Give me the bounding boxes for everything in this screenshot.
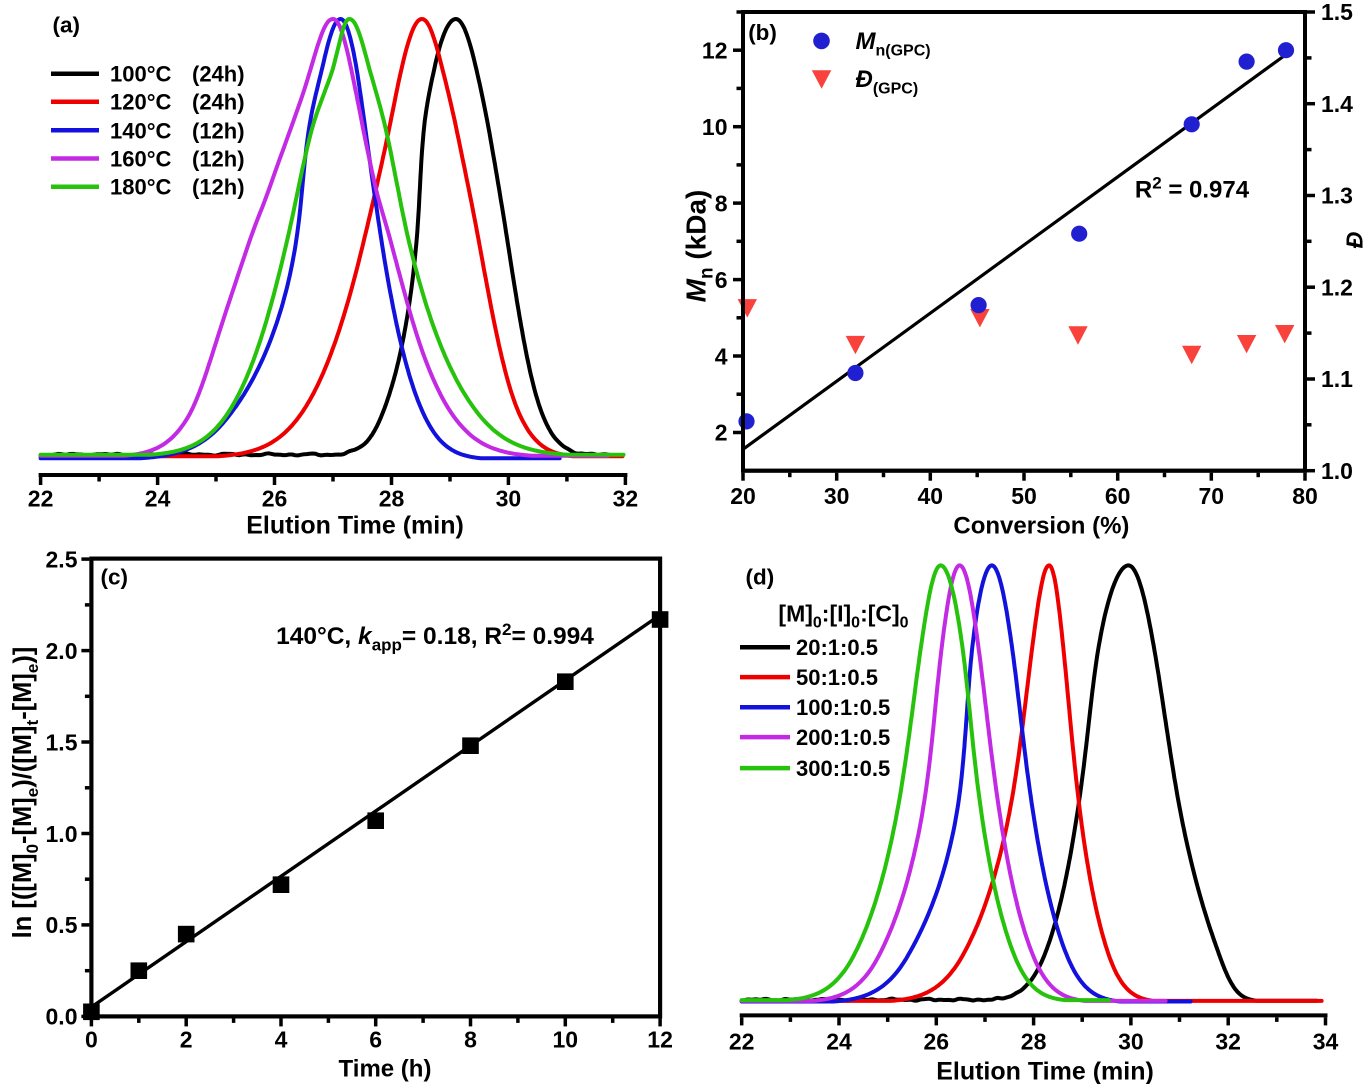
svg-text:(12h): (12h) (192, 147, 245, 172)
svg-text:10: 10 (702, 114, 728, 140)
svg-text:1.1: 1.1 (1321, 366, 1353, 392)
svg-text:Elution Time (min): Elution Time (min) (246, 511, 464, 539)
svg-text:Mn(GPC): Mn(GPC) (856, 28, 931, 60)
svg-text:2: 2 (715, 420, 728, 446)
svg-text:(12h): (12h) (192, 175, 245, 200)
svg-text:28: 28 (379, 486, 405, 512)
svg-text:Elution Time (min): Elution Time (min) (936, 1058, 1154, 1084)
svg-text:300:1:0.5: 300:1:0.5 (796, 756, 890, 781)
svg-text:(24h): (24h) (192, 62, 245, 87)
svg-text:140°C, kapp= 0.18, R2= 0.994: 140°C, kapp= 0.18, R2= 0.994 (276, 620, 594, 655)
svg-text:(24h): (24h) (192, 90, 245, 115)
svg-text:4: 4 (715, 343, 728, 369)
svg-text:60: 60 (1105, 483, 1131, 509)
svg-text:12: 12 (647, 1027, 673, 1053)
svg-text:160°C: 160°C (110, 147, 172, 172)
svg-text:12: 12 (702, 38, 728, 64)
svg-text:Conversion (%): Conversion (%) (953, 513, 1129, 540)
svg-text:50:1:0.5: 50:1:0.5 (796, 665, 878, 690)
svg-text:30: 30 (824, 483, 850, 509)
svg-text:26: 26 (262, 486, 288, 512)
svg-text:[M]0:[I]0:[C]0: [M]0:[I]0:[C]0 (778, 600, 908, 631)
svg-text:6: 6 (715, 267, 728, 293)
svg-text:26: 26 (924, 1029, 950, 1055)
svg-text:R2 = 0.974: R2 = 0.974 (1135, 174, 1250, 204)
svg-text:50: 50 (1011, 483, 1037, 509)
svg-text:24: 24 (145, 486, 171, 512)
svg-text:30: 30 (496, 486, 522, 512)
svg-text:1.4: 1.4 (1321, 91, 1353, 117)
svg-text:30: 30 (1118, 1029, 1144, 1055)
svg-text:1.2: 1.2 (1321, 275, 1353, 301)
svg-text:1.3: 1.3 (1321, 183, 1353, 209)
svg-text:34: 34 (1313, 1029, 1339, 1055)
svg-text:120°C: 120°C (110, 90, 172, 115)
svg-text:Đ(GPC): Đ(GPC) (856, 66, 919, 98)
svg-text:0.0: 0.0 (46, 1004, 78, 1030)
svg-text:2.0: 2.0 (46, 638, 78, 664)
svg-text:2: 2 (180, 1027, 193, 1053)
svg-text:1.0: 1.0 (1321, 458, 1353, 484)
svg-text:Mn (kDa): Mn (kDa) (681, 190, 718, 303)
svg-text:(12h): (12h) (192, 118, 245, 143)
svg-text:(b): (b) (748, 20, 777, 45)
svg-text:80: 80 (1292, 483, 1318, 509)
svg-text:4: 4 (275, 1027, 288, 1053)
svg-text:0: 0 (85, 1027, 98, 1053)
svg-text:28: 28 (1021, 1029, 1047, 1055)
svg-text:8: 8 (464, 1027, 477, 1053)
svg-text:(d): (d) (746, 565, 775, 590)
svg-text:100:1:0.5: 100:1:0.5 (796, 695, 890, 720)
svg-text:140°C: 140°C (110, 118, 172, 143)
svg-text:24: 24 (826, 1029, 852, 1055)
svg-text:32: 32 (1215, 1029, 1241, 1055)
svg-text:(a): (a) (53, 12, 81, 37)
svg-text:32: 32 (613, 486, 639, 512)
svg-text:20:1:0.5: 20:1:0.5 (796, 635, 878, 660)
svg-text:0.5: 0.5 (46, 912, 78, 938)
svg-text:40: 40 (918, 483, 944, 509)
svg-text:22: 22 (28, 486, 54, 512)
svg-text:1.0: 1.0 (46, 821, 78, 847)
svg-text:22: 22 (729, 1029, 755, 1055)
svg-text:1.5: 1.5 (46, 729, 78, 755)
svg-text:200:1:0.5: 200:1:0.5 (796, 725, 890, 750)
svg-text:70: 70 (1199, 483, 1225, 509)
svg-text:20: 20 (730, 483, 756, 509)
svg-text:Đ: Đ (1342, 231, 1365, 248)
svg-text:2.5: 2.5 (46, 546, 78, 572)
svg-text:6: 6 (369, 1027, 382, 1053)
svg-text:100°C: 100°C (110, 62, 172, 87)
svg-text:Time (h): Time (h) (339, 1056, 432, 1083)
svg-text:1.5: 1.5 (1321, 0, 1353, 25)
svg-text:10: 10 (553, 1027, 579, 1053)
svg-text:180°C: 180°C (110, 175, 172, 200)
svg-text:8: 8 (715, 190, 728, 216)
svg-text:(c): (c) (101, 565, 129, 590)
